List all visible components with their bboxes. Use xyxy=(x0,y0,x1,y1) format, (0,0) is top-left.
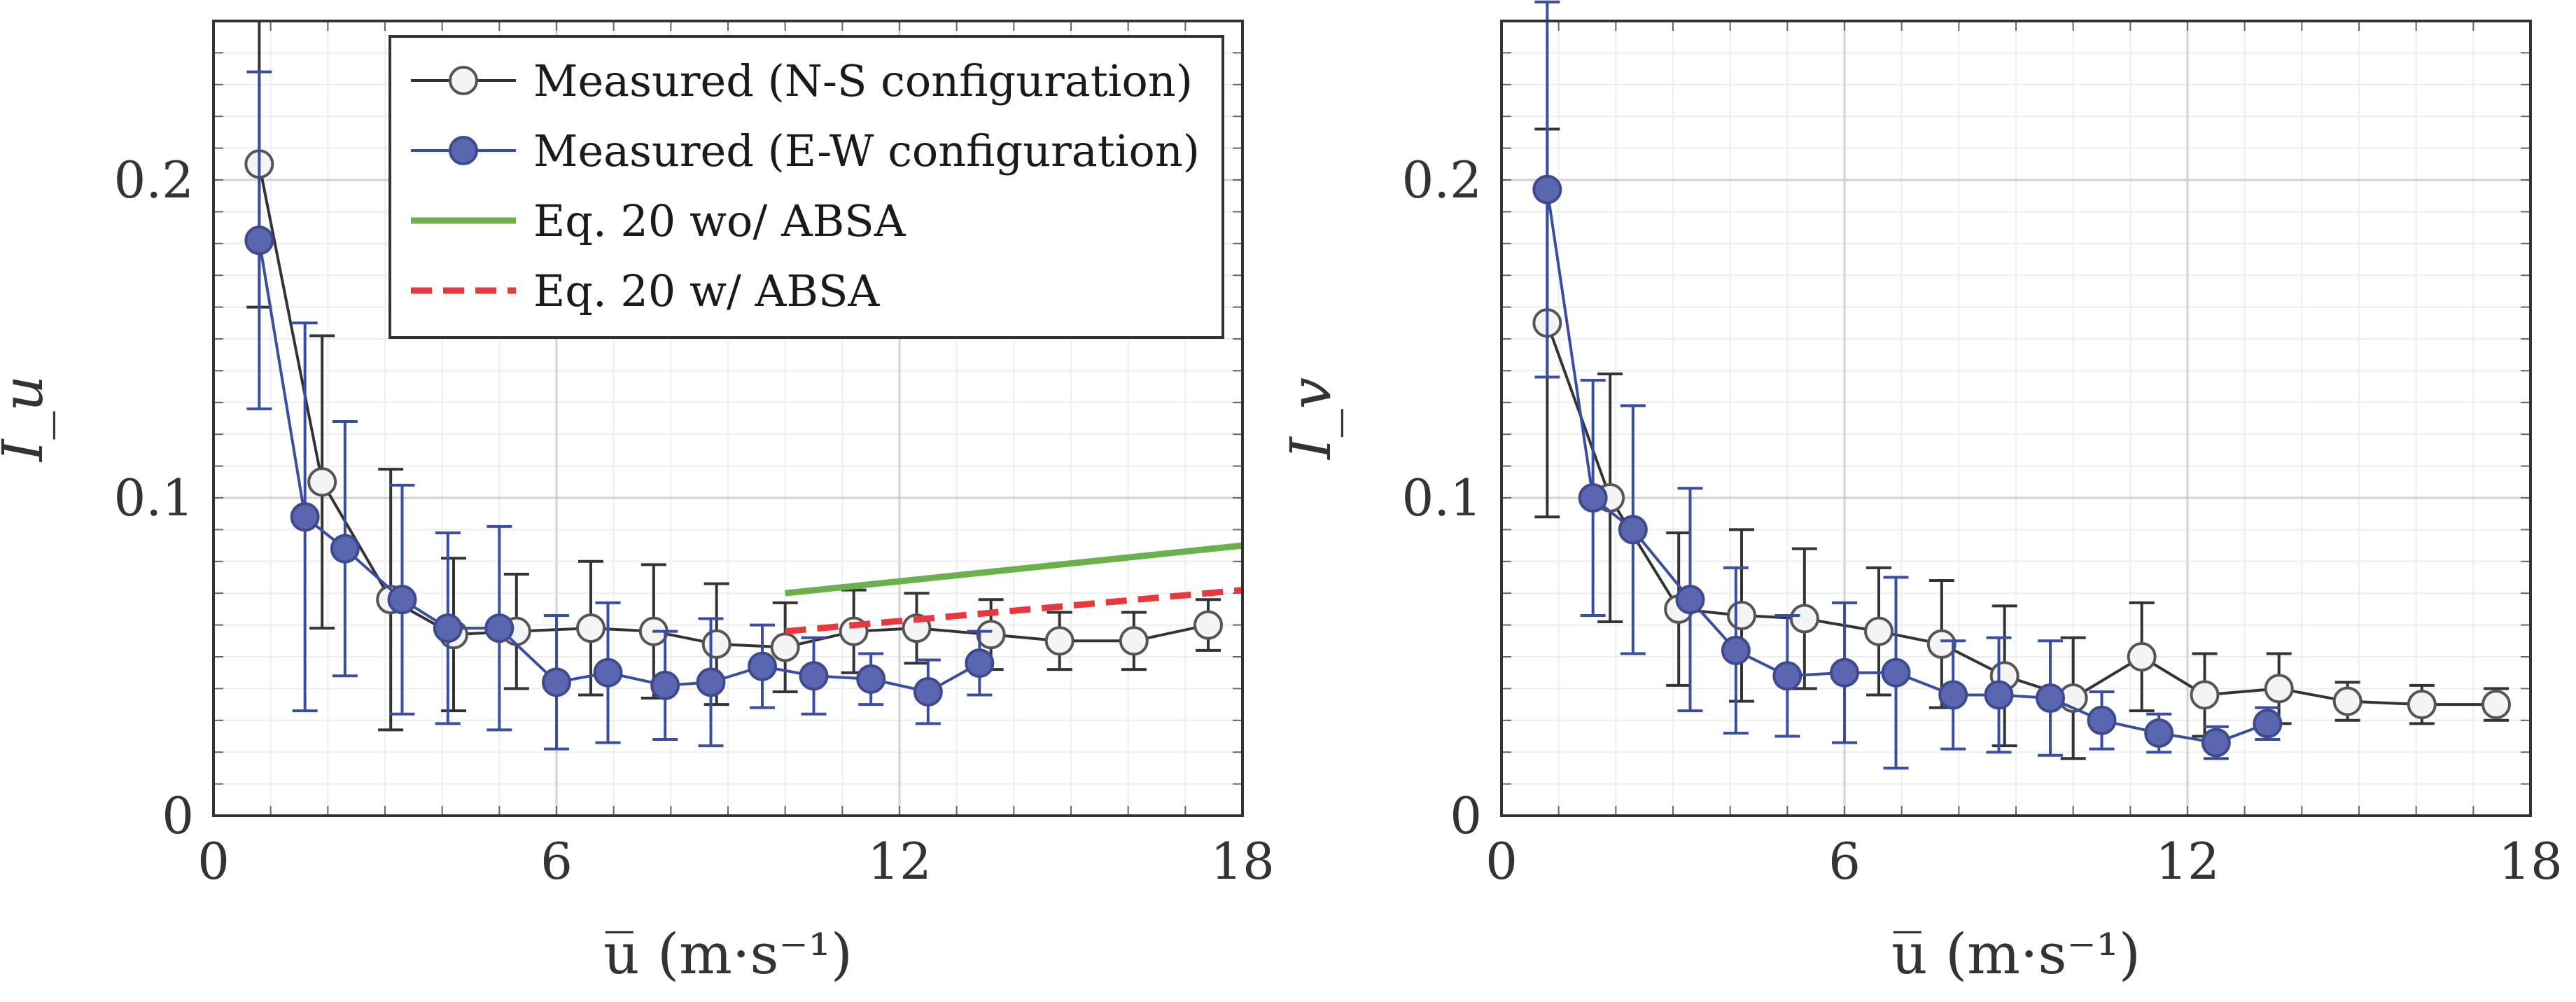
y-axis-title: I_v xyxy=(1278,377,1343,461)
data-point-ew xyxy=(696,667,726,697)
y-tick-label: 0.1 xyxy=(1401,468,1482,527)
y-tick-label: 0.2 xyxy=(1401,151,1482,209)
legend-label: Eq. 20 w/ ABSA xyxy=(533,265,880,316)
legend-marker xyxy=(449,136,478,165)
legend-label: Measured (N-S configuration) xyxy=(533,55,1193,106)
x-tick-label: 18 xyxy=(2498,832,2563,891)
data-point-ns xyxy=(576,613,606,643)
x-tick-label: 12 xyxy=(867,832,932,891)
data-point-ns xyxy=(2190,680,2220,710)
data-point-ew xyxy=(593,657,623,688)
legend-box xyxy=(388,35,1224,339)
data-point-ew xyxy=(1675,585,1705,615)
data-point-ew xyxy=(1721,635,1751,665)
data-point-ew xyxy=(748,651,777,681)
data-point-ew xyxy=(650,670,680,700)
data-point-ew xyxy=(799,661,829,691)
data-point-ns xyxy=(2407,690,2437,720)
legend-label: Measured (E-W configuration) xyxy=(533,125,1200,176)
data-point-ew xyxy=(1578,483,1608,513)
data-point-ew xyxy=(2201,728,2231,758)
data-point-ew xyxy=(1938,680,1968,710)
data-point-ns xyxy=(2264,674,2294,704)
data-point-ns xyxy=(976,620,1006,650)
data-point-ns xyxy=(1864,616,1893,646)
x-axis-title: u̅ (m·s⁻¹) xyxy=(603,921,853,987)
data-point-ns xyxy=(1119,626,1149,656)
plot-frame xyxy=(1500,20,2532,817)
y-tick-label: 0.2 xyxy=(113,151,194,209)
data-point-ns xyxy=(1044,626,1074,656)
data-point-ns xyxy=(307,467,337,497)
data-point-ew xyxy=(433,613,463,643)
x-tick-label: 6 xyxy=(540,832,573,891)
data-point-ew xyxy=(244,225,274,256)
data-point-ew xyxy=(1881,657,1911,688)
data-point-ew xyxy=(2253,709,2283,739)
data-point-ew xyxy=(1532,174,1562,204)
x-tick-label: 18 xyxy=(1210,832,1275,891)
data-point-ns xyxy=(701,629,732,659)
y-tick-label: 0.1 xyxy=(113,468,194,527)
data-point-ew xyxy=(1984,680,2014,710)
data-point-ew xyxy=(856,664,886,694)
y-tick-label: 0 xyxy=(1450,786,1482,845)
x-axis-title: u̅ (m·s⁻¹) xyxy=(1891,921,2141,987)
data-point-ew xyxy=(290,502,320,532)
data-point-ew xyxy=(2036,683,2065,714)
plot-frame xyxy=(212,20,1244,817)
x-tick-label: 12 xyxy=(2155,832,2220,891)
data-point-ew xyxy=(2144,718,2174,748)
data-point-ns xyxy=(1926,629,1956,659)
legend-marker xyxy=(449,66,478,95)
model-line-2 xyxy=(785,542,1243,597)
x-tick-label: 0 xyxy=(1485,832,1518,891)
data-point-ew xyxy=(913,676,943,707)
data-point-ns xyxy=(2127,642,2157,672)
data-point-ew xyxy=(1830,657,1859,688)
panel-intensity-v: 0 6 12 18 0 0.1 0.2 u̅ (m·s⁻¹) I_v xyxy=(1278,0,2563,987)
data-point-ns xyxy=(1789,604,1819,634)
data-point-ew xyxy=(387,585,417,615)
data-point-ew xyxy=(1772,661,1802,691)
data-point-ns xyxy=(1194,610,1223,640)
data-point-ns xyxy=(1727,600,1756,630)
model-line-3 xyxy=(785,587,1243,635)
data-point-ns xyxy=(770,632,800,662)
data-point-ew xyxy=(965,648,995,679)
data-point-ns xyxy=(2482,690,2511,720)
data-point-ew xyxy=(484,613,514,643)
data-point-ew xyxy=(330,534,360,564)
y-axis-title: I_u xyxy=(0,375,55,463)
panel-intensity-u: 0 6 12 18 0 0.1 0.2 u̅ (m·s⁻¹) I_u Measured (N-S … xyxy=(0,20,1275,987)
legend-label: Eq. 20 wo/ ABSA xyxy=(533,195,906,246)
x-tick-label: 6 xyxy=(1828,832,1861,891)
data-point-ew xyxy=(1618,515,1648,545)
x-tick-label: 0 xyxy=(197,832,230,891)
y-tick-label: 0 xyxy=(162,786,194,845)
data-point-ew xyxy=(2087,705,2117,735)
data-point-ns xyxy=(2332,686,2362,716)
data-point-ew xyxy=(542,667,571,697)
